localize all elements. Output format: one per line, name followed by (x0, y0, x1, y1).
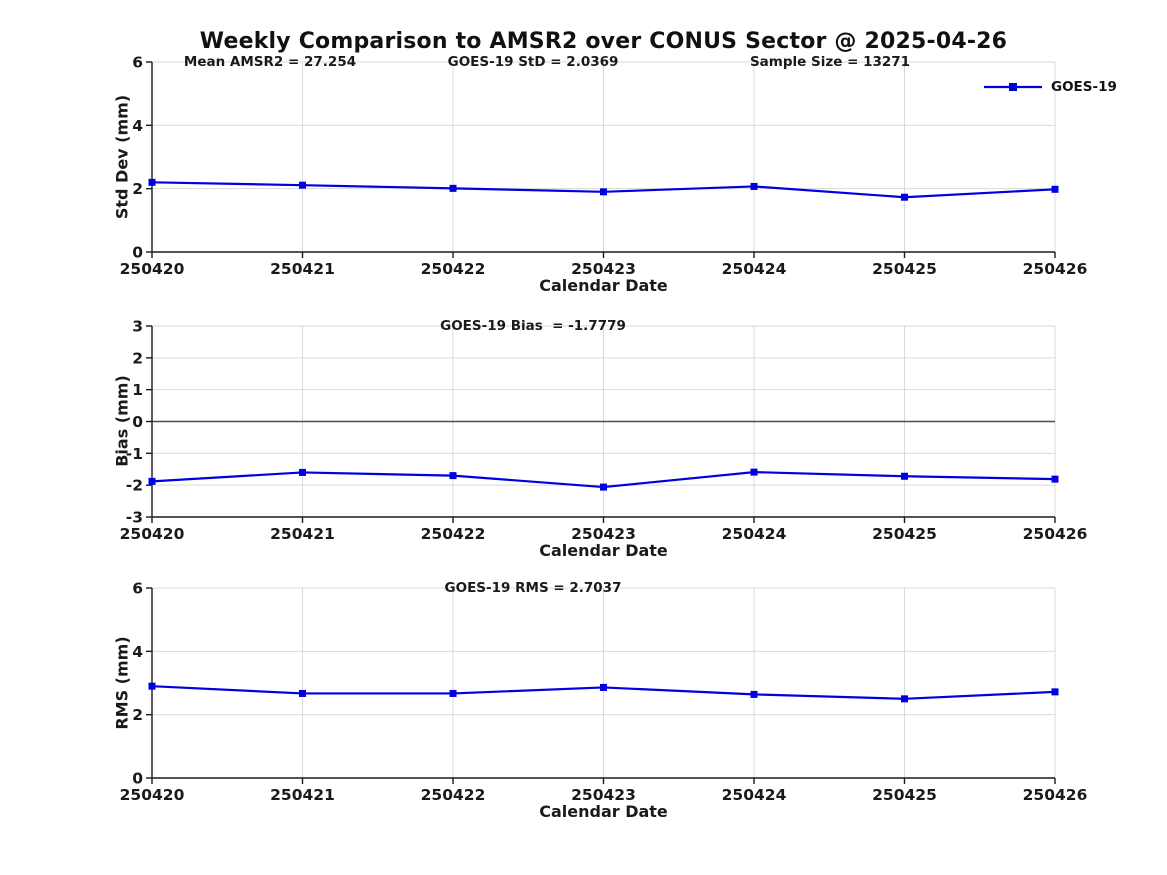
y-tick-label: 4 (132, 643, 143, 661)
panel-std-dev: 250420 250421 250422 250423 250424 250425 2504… (120, 54, 1088, 279)
y-tick-label: 0 (132, 244, 143, 262)
x-tick-label: 250424 (722, 786, 787, 804)
annotation-sample-size: Sample Size = 13271 (749, 54, 911, 70)
x-tick-label: 250421 (270, 525, 335, 543)
y-tick-label: 1 (132, 381, 143, 399)
y-tick-label: 6 (132, 580, 143, 598)
ylabel-std-dev: Std Dev (mm) (112, 94, 132, 220)
data-point-marker (299, 181, 306, 189)
x-tick-label: 250424 (722, 260, 787, 278)
data-point-marker (299, 689, 306, 697)
x-tick-label: 250426 (1023, 260, 1088, 278)
data-point-marker (901, 695, 908, 703)
data-point-marker (449, 472, 457, 480)
data-point-marker (1051, 688, 1059, 696)
panel-bias: 250420 250421 250422 250423 250424 250425 2504… (120, 318, 1088, 544)
x-tick-label: 250425 (872, 525, 937, 543)
x-tick-label: 250420 (120, 260, 185, 278)
data-point-marker (600, 483, 607, 491)
y-tick-label: 2 (132, 180, 143, 198)
y-tick-label: 0 (132, 770, 143, 788)
data-point-marker (901, 472, 908, 480)
xlabel-calendar-date-3: Calendar Date (539, 802, 668, 821)
x-tick-label: 250423 (571, 525, 636, 543)
x-tick-label: 250423 (571, 260, 636, 278)
legend-label: GOES-19 (1051, 79, 1117, 95)
xlabel-calendar-date-1: Calendar Date (539, 276, 668, 295)
x-tick-label: 250422 (421, 260, 486, 278)
y-tick-label: 4 (132, 117, 143, 135)
legend: GOES-19 (983, 79, 1117, 95)
x-tick-label: 250422 (421, 786, 486, 804)
x-tick-label: 250425 (872, 786, 937, 804)
ylabel-rms: RMS (mm) (112, 636, 132, 730)
x-tick-label: 250420 (120, 786, 185, 804)
panel-rms: 250420 250421 250422 250423 250424 250425 2504… (120, 580, 1088, 805)
x-tick-label: 250421 (270, 260, 335, 278)
data-point-marker (148, 682, 156, 690)
annotation-goes19-rms: GOES-19 RMS = 2.7037 (444, 580, 622, 596)
y-tick-label: -2 (126, 477, 143, 495)
data-point-marker (750, 690, 758, 698)
data-point-marker (299, 468, 306, 476)
y-tick-label: 3 (132, 318, 143, 336)
y-tick-label: 0 (132, 413, 143, 431)
data-point-marker (600, 683, 607, 691)
x-tick-label: 250425 (872, 260, 937, 278)
x-tick-label: 250421 (270, 786, 335, 804)
legend-line-swatch-icon (984, 83, 1042, 91)
y-tick-label: 2 (132, 706, 143, 724)
x-tick-label: 250420 (120, 525, 185, 543)
data-point-marker (148, 178, 156, 186)
x-tick-label: 250422 (421, 525, 486, 543)
data-point-marker (449, 184, 457, 192)
data-point-marker (449, 689, 457, 697)
xlabel-calendar-date-2: Calendar Date (539, 541, 668, 560)
annotation-mean-amsr2: Mean AMSR2 = 27.254 (183, 54, 357, 70)
data-point-marker (750, 182, 758, 190)
data-point-marker (600, 188, 607, 196)
data-point-marker (1051, 185, 1059, 193)
x-tick-label: 250426 (1023, 525, 1088, 543)
x-tick-label: 250424 (722, 525, 787, 543)
y-tick-label: 2 (132, 349, 143, 367)
annotation-goes19-bias: GOES-19 Bias = -1.7779 (440, 318, 626, 334)
x-tick-label: 250426 (1023, 786, 1088, 804)
x-tick-label: 250423 (571, 786, 636, 804)
data-point-marker (901, 193, 908, 201)
data-point-marker (750, 468, 758, 476)
ylabel-bias: Bias (mm) (112, 375, 132, 467)
annotation-goes19-std: GOES-19 StD = 2.0369 (447, 54, 619, 70)
y-tick-label: 6 (132, 54, 143, 72)
data-point-marker (148, 477, 156, 485)
y-tick-label: -1 (126, 445, 143, 463)
data-point-marker (1051, 475, 1059, 483)
y-tick-label: -3 (126, 509, 143, 527)
figure-title: Weekly Comparison to AMSR2 over CONUS Se… (199, 29, 1008, 54)
